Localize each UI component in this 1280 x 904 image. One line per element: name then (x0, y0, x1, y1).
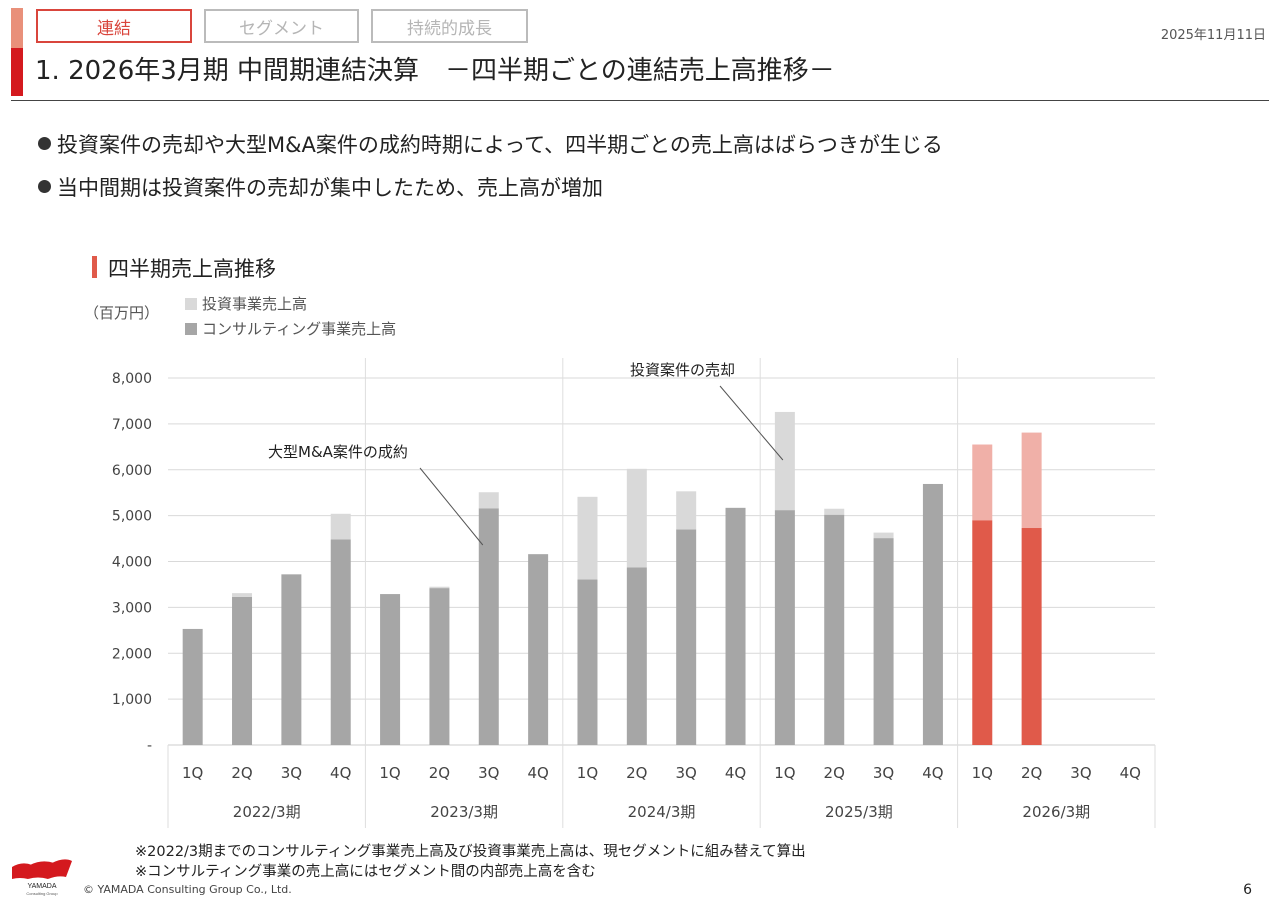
y-tick-label: 5,000 (112, 509, 152, 525)
bullet-item: 当中間期は投資案件の売却が集中したため、売上高が増加 (38, 172, 603, 202)
page-number: 6 (1243, 882, 1252, 898)
x-tick-label: 3Q (281, 764, 302, 782)
page-title: 1. 2026年3月期 中間期連結決算 －四半期ごとの連結売上高推移－ (35, 56, 835, 86)
bar-investment (429, 586, 450, 589)
x-tick-label: 2Q (1021, 764, 1042, 782)
group-label: 2023/3期 (430, 803, 498, 821)
x-tick-label: 1Q (182, 764, 203, 782)
bar-consulting (626, 567, 647, 745)
bar-consulting (182, 628, 203, 745)
bar-consulting (774, 510, 795, 745)
annotation-leader (719, 385, 784, 461)
title-divider (11, 100, 1269, 101)
legend-swatch-consulting (185, 322, 197, 335)
legend-consulting: コンサルティング事業売上高 (185, 318, 396, 339)
bullet-item: 投資案件の売却や大型M&A案件の成約時期によって、四半期ごとの売上高はばらつきが… (38, 129, 943, 159)
bar-consulting (972, 520, 993, 745)
bar-investment (330, 513, 351, 540)
x-tick-label: 1Q (972, 764, 993, 782)
y-tick-label: 3,000 (112, 600, 152, 616)
group-label: 2022/3期 (233, 803, 301, 821)
x-tick-label: 1Q (577, 764, 598, 782)
bar-investment (824, 508, 845, 515)
x-tick-label: 1Q (379, 764, 400, 782)
x-tick-label: 4Q (725, 764, 746, 782)
x-tick-label: 3Q (675, 764, 696, 782)
group-label: 2025/3期 (825, 803, 893, 821)
x-tick-label: 4Q (330, 764, 351, 782)
bar-consulting (528, 554, 549, 745)
annotation-label: 投資案件の売却 (630, 361, 735, 379)
accent-bar-top (11, 8, 23, 48)
legend-label-investment: 投資事業売上高 (202, 295, 308, 313)
bar-consulting (330, 539, 351, 745)
group-label: 2026/3期 (1022, 803, 1090, 821)
bullet-text: 投資案件の売却や大型M&A案件の成約時期によって、四半期ごとの売上高はばらつきが… (57, 133, 943, 157)
bullet-dot-icon (38, 137, 51, 150)
bar-consulting (725, 507, 746, 745)
copyright: © YAMADA Consulting Group Co., Ltd. (83, 883, 292, 896)
bar-consulting (676, 529, 697, 745)
y-tick-label: 6,000 (112, 463, 152, 479)
x-tick-label: 2Q (429, 764, 450, 782)
bar-consulting (577, 579, 598, 745)
x-tick-label: 3Q (478, 764, 499, 782)
y-tick-label: 1,000 (112, 692, 152, 708)
y-tick-label: - (147, 738, 152, 754)
bar-investment (577, 496, 598, 580)
chart-heading: 四半期売上高推移 (108, 257, 276, 281)
x-tick-label: 3Q (873, 764, 894, 782)
bullet-dot-icon (38, 180, 51, 193)
legend-swatch-investment (185, 297, 197, 310)
logo-text: YAMADA (27, 883, 56, 890)
x-tick-label: 2Q (626, 764, 647, 782)
bar-consulting (429, 588, 450, 745)
bar-investment (972, 444, 993, 521)
footnote: ※コンサルティング事業の売上高にはセグメント間の内部売上高を含む (135, 864, 596, 880)
bar-consulting (380, 594, 401, 745)
y-tick-label: 2,000 (112, 646, 152, 662)
bar-investment (478, 492, 499, 509)
bar-investment (676, 491, 697, 530)
chart-unit: （百万円） (84, 304, 160, 322)
bullet-text: 当中間期は投資案件の売却が集中したため、売上高が増加 (57, 176, 603, 200)
group-label: 2024/3期 (628, 803, 696, 821)
bar-investment (626, 468, 647, 568)
logo-subtext: Consulting Group (26, 891, 58, 896)
bar-investment (232, 593, 253, 597)
tab-segment[interactable]: セグメント (204, 9, 359, 43)
x-tick-label: 4Q (922, 764, 943, 782)
x-tick-label: 4Q (1120, 764, 1141, 782)
x-tick-label: 3Q (1070, 764, 1091, 782)
legend-investment: 投資事業売上高 (185, 293, 307, 314)
tab-sustainable-growth[interactable]: 持続的成長 (371, 9, 528, 43)
bar-investment (774, 411, 795, 511)
x-tick-label: 1Q (774, 764, 795, 782)
bar-consulting (232, 596, 253, 745)
tab-consolidated[interactable]: 連結 (36, 9, 192, 43)
bar-investment (1021, 432, 1042, 529)
bar-consulting (1021, 528, 1042, 745)
footnote: ※2022/3期までのコンサルティング事業売上高及び投資事業売上高は、現セグメン… (135, 844, 806, 860)
bar-consulting (922, 483, 943, 745)
report-date: 2025年11月11日 (1160, 28, 1266, 43)
bar-consulting (873, 538, 894, 745)
bar-consulting (478, 508, 499, 745)
annotation-leader (419, 467, 484, 546)
bar-investment (873, 532, 894, 539)
y-tick-label: 4,000 (112, 555, 152, 571)
bar-consulting (281, 574, 302, 745)
x-tick-label: 2Q (824, 764, 845, 782)
company-logo: YAMADA Consulting Group (12, 859, 72, 896)
x-tick-label: 4Q (527, 764, 548, 782)
accent-bar-bottom (11, 48, 23, 96)
bar-consulting (824, 514, 845, 745)
x-tick-label: 2Q (231, 764, 252, 782)
legend-label-consulting: コンサルティング事業売上高 (202, 320, 397, 338)
y-tick-label: 8,000 (112, 371, 152, 387)
chart-heading-marker (92, 256, 97, 278)
y-tick-label: 7,000 (112, 417, 152, 433)
annotation-label: 大型M&A案件の成約 (268, 443, 408, 461)
